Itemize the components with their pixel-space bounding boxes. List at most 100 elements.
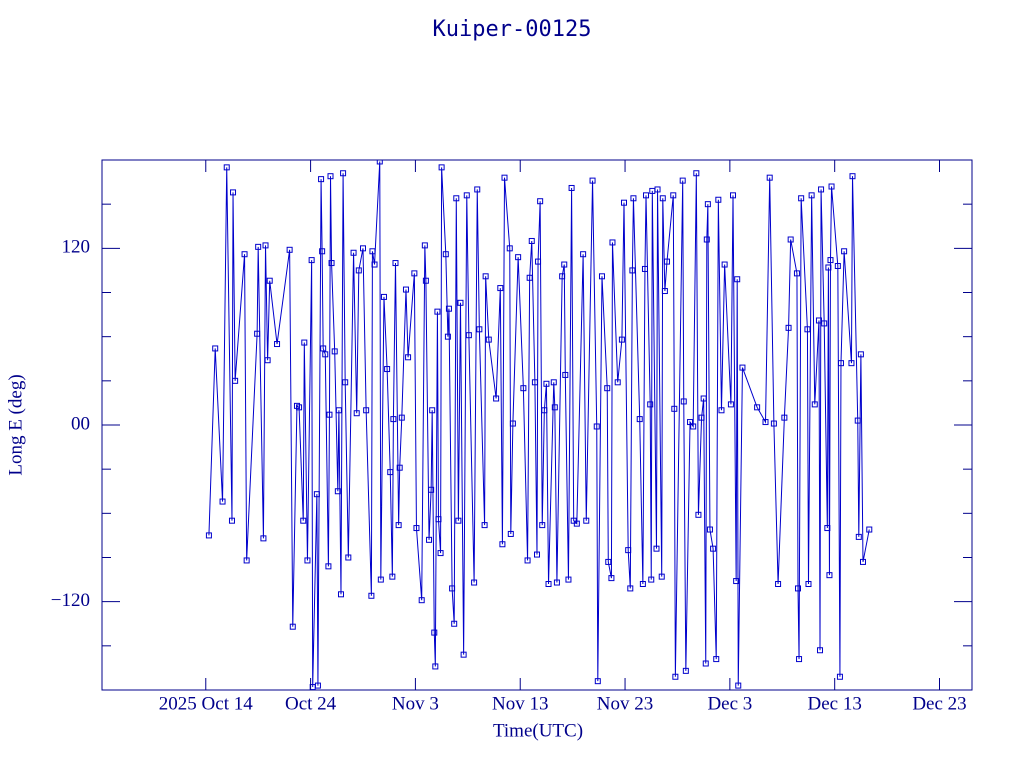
- data-line: [208, 161, 870, 688]
- x-tick-label: Nov 23: [597, 693, 653, 714]
- data-point: [550, 379, 557, 386]
- data-point: [658, 573, 665, 580]
- data-point: [704, 201, 711, 208]
- data-point: [377, 576, 384, 583]
- data-point: [693, 170, 700, 177]
- data-point: [608, 575, 615, 582]
- data-point: [337, 591, 344, 598]
- data-point: [515, 254, 522, 261]
- data-point: [212, 345, 219, 352]
- data-point: [848, 360, 855, 367]
- data-point: [531, 379, 538, 386]
- data-point: [308, 257, 315, 264]
- data-point: [482, 273, 489, 280]
- data-point: [426, 536, 433, 543]
- data-point: [318, 176, 325, 183]
- data-point: [353, 410, 360, 417]
- data-point: [700, 395, 707, 402]
- data-point: [432, 663, 439, 670]
- data-point: [243, 557, 250, 564]
- data-point: [520, 385, 527, 392]
- data-point: [465, 332, 472, 339]
- data-point: [205, 532, 212, 539]
- data-point: [223, 164, 230, 171]
- data-point: [455, 517, 462, 524]
- data-point: [730, 192, 737, 199]
- data-point: [559, 273, 566, 280]
- data-point: [762, 419, 769, 426]
- data-point: [219, 498, 226, 505]
- data-point: [727, 401, 734, 408]
- x-tick-label: Dec 23: [912, 693, 966, 714]
- data-point: [796, 656, 803, 663]
- data-point: [824, 525, 831, 532]
- data-point: [821, 320, 828, 327]
- data-point: [543, 380, 550, 387]
- data-point: [421, 242, 428, 249]
- data-point: [396, 464, 403, 471]
- data-point: [389, 573, 396, 580]
- data-point: [345, 554, 352, 561]
- data-point: [438, 164, 445, 171]
- data-point: [805, 581, 812, 587]
- data-point: [325, 563, 332, 570]
- x-tick-label: 2025 Oct 14: [159, 693, 253, 714]
- data-point: [698, 414, 705, 421]
- data-point: [228, 517, 235, 524]
- data-point: [355, 267, 362, 274]
- data-point: [507, 530, 514, 537]
- data-point: [573, 520, 580, 527]
- data-point: [795, 585, 801, 592]
- data-point: [499, 541, 506, 548]
- chart-title: Kuiper-00125: [433, 17, 592, 42]
- data-point: [715, 196, 722, 203]
- data-point: [553, 579, 560, 586]
- data-point: [342, 379, 349, 386]
- data-point: [428, 486, 435, 493]
- data-point: [605, 558, 612, 565]
- data-point: [304, 557, 311, 564]
- data-point: [648, 576, 655, 583]
- data-point: [493, 395, 500, 402]
- data-point: [827, 257, 834, 264]
- data-point: [857, 351, 864, 358]
- data-point: [787, 236, 794, 243]
- data-point: [340, 170, 347, 177]
- data-point: [837, 360, 844, 367]
- data-point: [866, 526, 873, 533]
- data-point: [260, 535, 267, 542]
- data-point: [481, 522, 488, 529]
- data-point: [435, 516, 442, 523]
- data-point: [266, 277, 273, 284]
- data-point: [296, 404, 303, 411]
- x-tick-label: Dec 3: [707, 693, 752, 714]
- data-point: [653, 545, 660, 552]
- data-point: [679, 177, 686, 184]
- data-point: [817, 647, 824, 654]
- data-point: [232, 377, 239, 384]
- data-point: [695, 511, 702, 518]
- y-axis-label: Long E (deg): [5, 374, 26, 475]
- data-point: [718, 407, 725, 414]
- data-point: [230, 189, 237, 196]
- data-point: [471, 579, 478, 586]
- data-point: [672, 673, 679, 680]
- data-point: [360, 245, 366, 252]
- data-point: [331, 348, 338, 355]
- data-point: [411, 270, 418, 277]
- data-point: [647, 401, 654, 408]
- data-point: [241, 251, 248, 258]
- data-point: [476, 326, 483, 333]
- data-point: [376, 160, 383, 165]
- data-point: [561, 261, 568, 268]
- data-point: [451, 620, 458, 627]
- data-point: [589, 177, 596, 184]
- data-point: [766, 174, 773, 181]
- data-point: [687, 419, 694, 426]
- data-point: [289, 623, 296, 630]
- data-point: [568, 184, 575, 191]
- data-point: [663, 258, 670, 265]
- data-point: [524, 557, 531, 564]
- data-point: [429, 407, 436, 414]
